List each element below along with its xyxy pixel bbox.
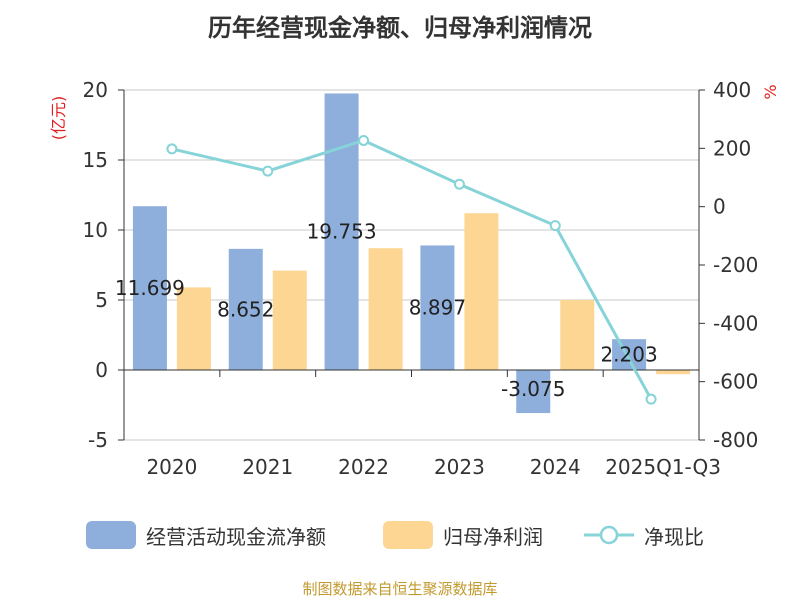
bar-cashflow <box>324 93 359 370</box>
data-label-cashflow: 11.699 <box>115 276 185 300</box>
y-right-tick-label: 0 <box>713 195 726 219</box>
bar-cashflow <box>612 339 647 370</box>
source-note: 制图数据来自恒生聚源数据库 <box>302 580 498 598</box>
y-right-axis-title: % <box>761 84 780 99</box>
x-tick-label: 2025Q1-Q3 <box>605 455 721 479</box>
y-right-tick-label: -200 <box>713 253 758 277</box>
y-left-tick-label: 15 <box>83 148 108 172</box>
x-tick-label: 2024 <box>530 455 581 479</box>
y-left-tick-label: 5 <box>95 288 108 312</box>
y-left-tick-label: 0 <box>95 358 108 382</box>
data-label-cashflow: 2.203 <box>600 343 657 367</box>
y-left-tick-label: -5 <box>88 428 108 452</box>
legend-item-cashflow[interactable]: 经营活动现金流净额 <box>86 518 326 552</box>
x-tick-label: 2022 <box>338 455 389 479</box>
line-ratio-point <box>262 165 274 177</box>
legend-label-ratio: 净现比 <box>644 524 704 549</box>
bar-net-profit <box>272 270 307 370</box>
x-tick-label: 2021 <box>242 455 293 479</box>
line-ratio <box>171 138 653 400</box>
line-ratio-point <box>453 178 465 190</box>
y-left-tick-label: 20 <box>83 78 108 102</box>
legend-swatch-net-profit <box>383 521 433 549</box>
bar-cashflow <box>516 370 551 414</box>
legend-swatch-cashflow <box>86 521 136 549</box>
y-right-tick-label: -800 <box>713 428 758 452</box>
bar-cashflow <box>420 245 455 370</box>
bar-net-profit <box>368 248 403 370</box>
bar-net-profit <box>560 300 595 370</box>
line-ratio-point <box>549 220 561 232</box>
legend-marker-ratio <box>599 525 619 545</box>
data-label-cashflow: 8.897 <box>409 296 466 320</box>
line-ratio-point <box>645 393 657 405</box>
legend-item-ratio[interactable]: 净现比 <box>582 518 704 552</box>
chart-title: 历年经营现金净额、归母净利润情况 <box>208 14 592 42</box>
bar-cashflow <box>132 206 167 370</box>
y-right-tick-label: 200 <box>713 136 751 160</box>
line-ratio-point <box>166 143 178 155</box>
bar-cashflow <box>228 248 263 370</box>
y-right-tick-label: -600 <box>713 370 758 394</box>
bar-net-profit <box>464 213 499 370</box>
data-label-cashflow: -3.075 <box>501 377 565 401</box>
y-right-tick-label: 400 <box>713 78 751 102</box>
line-ratio-point <box>358 134 370 146</box>
legend: 经营活动现金流净额 归母净利润 净现比 <box>0 518 800 552</box>
x-tick-label: 2023 <box>434 455 485 479</box>
data-label-cashflow: 19.753 <box>307 220 377 244</box>
bar-net-profit <box>656 370 691 375</box>
y-left-axis-title: (亿元) <box>49 96 68 141</box>
y-right-tick-label: -400 <box>713 311 758 335</box>
legend-item-net-profit[interactable]: 归母净利润 <box>383 518 543 552</box>
bar-net-profit <box>176 287 211 370</box>
legend-swatch-ratio <box>584 525 634 545</box>
legend-label-cashflow: 经营活动现金流净额 <box>146 524 326 549</box>
legend-label-net-profit: 归母净利润 <box>443 524 543 549</box>
x-tick-label: 2020 <box>146 455 197 479</box>
y-left-tick-label: 10 <box>83 218 108 242</box>
data-label-cashflow: 8.652 <box>217 297 274 321</box>
